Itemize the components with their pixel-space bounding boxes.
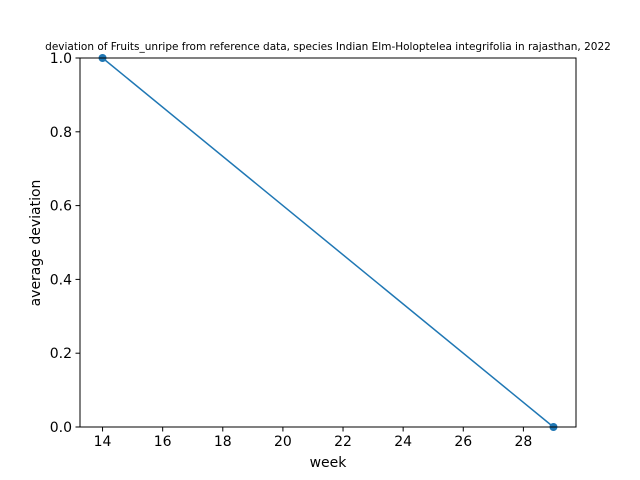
x-tick-label: 24 xyxy=(394,434,412,450)
y-tick-label: 0.8 xyxy=(50,125,72,141)
y-tick-label: 0.2 xyxy=(50,346,72,362)
x-tick-label: 14 xyxy=(94,434,112,450)
y-tick-label: 0.4 xyxy=(50,272,72,288)
x-tick-label: 26 xyxy=(454,434,472,450)
y-axis-label: average deviation xyxy=(28,180,44,307)
x-axis-label: week xyxy=(310,455,348,471)
x-tick-label: 22 xyxy=(334,434,352,450)
y-tick-label: 0.6 xyxy=(50,199,72,215)
y-tick-label: 1.0 xyxy=(50,51,72,67)
x-tick-label: 28 xyxy=(514,434,532,450)
x-tick-label: 18 xyxy=(214,434,232,450)
ticks-layer: 14 16 18 20 22 24 26 28 0.0 0.2 0.4 0.6 0.8 1.0 xyxy=(50,51,533,450)
plot-frame xyxy=(79,57,577,428)
series-line xyxy=(102,57,554,428)
x-tick-label: 20 xyxy=(274,434,292,450)
chart-title: deviation of Fruits_unripe from referenc… xyxy=(45,41,611,53)
x-tick-label: 16 xyxy=(154,434,172,450)
axes-layer xyxy=(79,57,577,428)
y-tick-label: 0.0 xyxy=(50,420,72,436)
